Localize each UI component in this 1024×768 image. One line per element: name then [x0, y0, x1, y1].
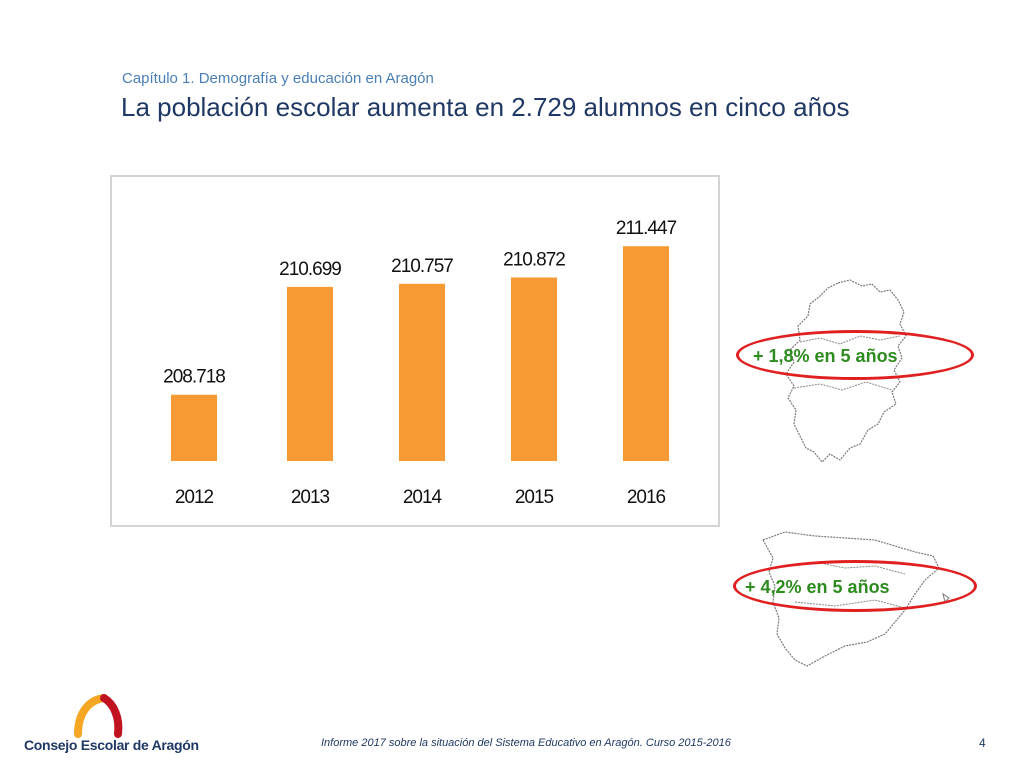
- logo-text: Consejo Escolar de Aragón: [24, 737, 199, 753]
- x-tick-label: 2013: [291, 487, 330, 508]
- x-tick-label: 2012: [175, 487, 214, 508]
- x-tick-label: 2014: [403, 487, 443, 508]
- bar-value-label: 208.718: [163, 367, 225, 388]
- footer-text: Informe 2017 sobre la situación del Sist…: [321, 737, 731, 749]
- spain-highlight-oval: [733, 560, 977, 612]
- page-title: La población escolar aumenta en 2.729 al…: [121, 92, 850, 122]
- page-number: 4: [979, 736, 986, 750]
- bar-value-label: 211.447: [616, 218, 677, 239]
- chart-frame: 208.718 2012 210.699 2013 210.757 2014 210.872…: [110, 175, 720, 527]
- x-tick-label: 2016: [627, 487, 666, 508]
- bar-value-label: 210.699: [279, 259, 341, 280]
- spain-growth-label: + 4,2% en 5 años: [745, 577, 890, 597]
- aragon-highlight-oval: [736, 330, 974, 380]
- aragon-growth-label: + 1,8% en 5 años: [753, 346, 898, 366]
- chapter-subtitle: Capítulo 1. Demografía y educación en Ar…: [122, 70, 434, 87]
- bar-2013: [287, 286, 333, 461]
- consejo-escolar-logo: [74, 694, 123, 738]
- bar-2015: [511, 277, 557, 461]
- bar-chart: 208.718 2012 210.699 2013 210.757 2014 210.872…: [163, 218, 677, 508]
- x-tick-label: 2015: [515, 487, 554, 508]
- bar-value-label: 210.757: [391, 256, 453, 277]
- bar-2012: [171, 394, 217, 461]
- bar-2014: [399, 283, 445, 461]
- bar-2016: [623, 246, 669, 461]
- bar-value-label: 210.872: [503, 250, 565, 271]
